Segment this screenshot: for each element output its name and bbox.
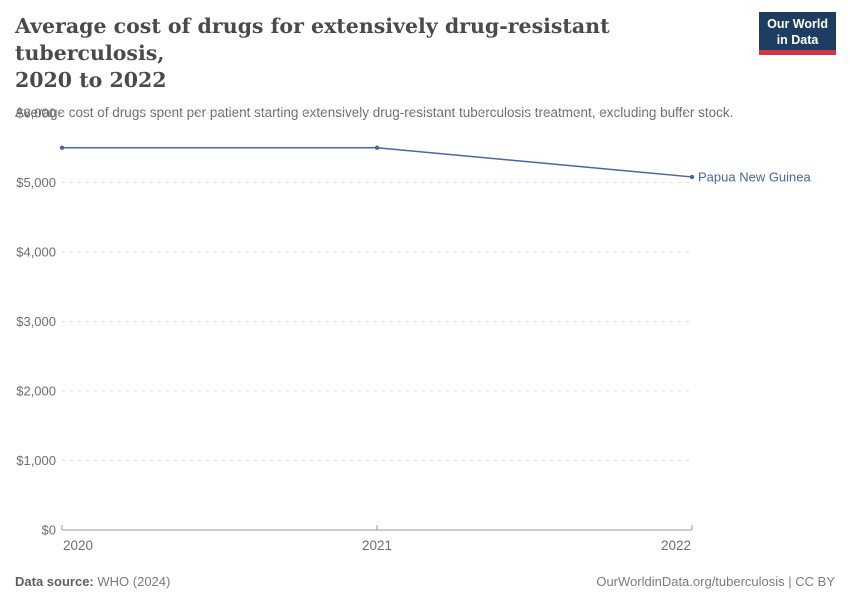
logo-text-line2: in Data — [776, 33, 819, 47]
data-point[interactable] — [59, 145, 65, 150]
y-tick-label: $6,000 — [16, 106, 56, 121]
footer: Data source: WHO (2024) OurWorldinData.o… — [15, 574, 835, 589]
x-tick-label: 2022 — [661, 538, 691, 553]
data-point[interactable] — [689, 174, 695, 180]
y-tick-label: $1,000 — [16, 453, 56, 468]
x-tick-label: 2021 — [362, 538, 392, 553]
series-line[interactable] — [61, 147, 693, 178]
data-source: Data source: WHO (2024) — [15, 574, 170, 589]
y-tick-label: $5,000 — [16, 175, 56, 190]
title-line-2: 2020 to 2022 — [15, 68, 167, 92]
y-tick-label: $4,000 — [16, 245, 56, 260]
header: Average cost of drugs for extensively dr… — [15, 13, 750, 121]
owid-logo[interactable]: Our World in Data — [759, 12, 836, 55]
y-tick-label: $3,000 — [16, 314, 56, 329]
attribution-link[interactable]: OurWorldinData.org/tuberculosis | CC BY — [596, 574, 835, 589]
y-tick-label: $0 — [42, 523, 56, 538]
y-tick-label: $2,000 — [16, 384, 56, 399]
data-point[interactable] — [374, 145, 380, 150]
chart-title: Average cost of drugs for extensively dr… — [15, 13, 750, 94]
title-line-1: Average cost of drugs for extensively dr… — [15, 14, 610, 65]
logo-text-line1: Our World — [767, 17, 828, 31]
data-source-label: Data source: — [15, 574, 94, 589]
data-source-value: WHO (2024) — [97, 574, 171, 589]
x-tick-label: 2020 — [63, 538, 93, 553]
series-end-label[interactable]: Papua New Guinea — [698, 169, 812, 184]
